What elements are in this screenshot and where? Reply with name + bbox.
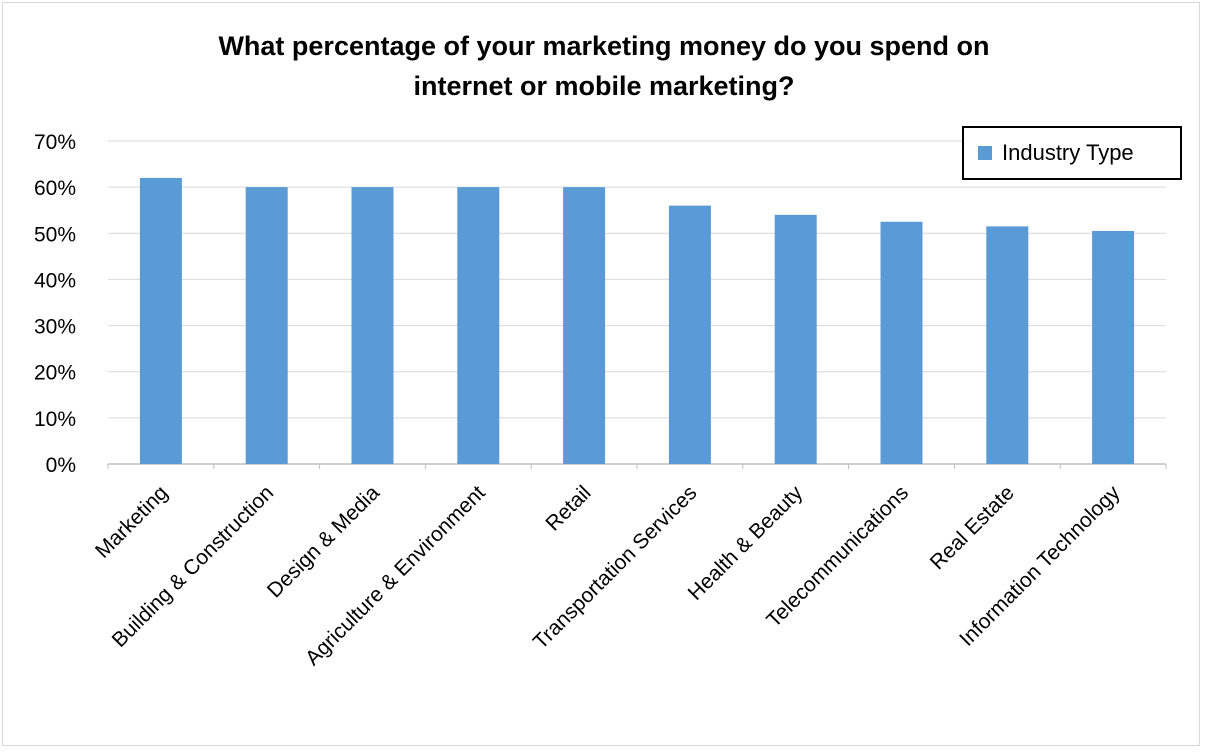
y-tick-label: 70% <box>34 131 76 154</box>
chart-title-line-1: What percentage of your marketing money … <box>218 31 990 61</box>
x-tick-label: Real Estate <box>926 481 1019 574</box>
bar <box>986 226 1029 464</box>
bar <box>1092 230 1135 464</box>
bar <box>457 187 500 464</box>
chart-title: What percentage of your marketing money … <box>0 26 1208 106</box>
y-tick-label: 30% <box>34 316 76 339</box>
bar <box>351 187 394 464</box>
y-tick-label: 10% <box>34 408 76 431</box>
x-tick-label: Design & Media <box>263 481 384 602</box>
bar <box>139 177 182 464</box>
bar <box>563 187 606 464</box>
bar <box>880 221 923 464</box>
chart-title-line-2: internet or mobile marketing? <box>413 71 795 101</box>
x-tick-label: Marketing <box>91 481 172 562</box>
bar <box>774 214 817 464</box>
y-tick-label: 0% <box>46 454 76 477</box>
x-tick-label: Retail <box>541 481 595 535</box>
y-tick-label: 60% <box>34 177 76 200</box>
y-tick-label: 20% <box>34 362 76 385</box>
bar <box>245 187 288 464</box>
legend-swatch <box>978 146 992 160</box>
x-tick-label: Agriculture & Environment <box>301 481 490 670</box>
y-tick-label: 50% <box>34 223 76 246</box>
legend-label: Industry Type <box>1002 140 1134 165</box>
legend: Industry Type <box>962 126 1182 180</box>
x-tick-label: Health & Beauty <box>684 481 808 605</box>
bar <box>668 205 711 464</box>
y-tick-label: 40% <box>34 269 76 292</box>
